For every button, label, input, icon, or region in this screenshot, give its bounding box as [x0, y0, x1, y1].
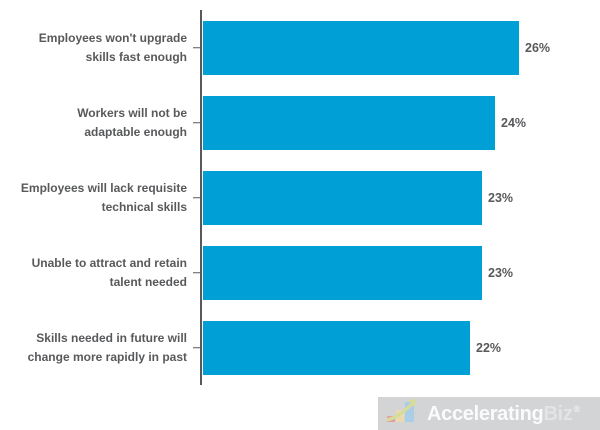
acceleratingbiz-logo: AcceleratingBiz® [378, 397, 600, 430]
bar-segment [203, 95, 495, 150]
bar-row: Unable to attract and retain talent need… [0, 235, 600, 310]
bar-row: Employees won't upgrade skills fast enou… [0, 10, 600, 85]
logo-wordmark: AcceleratingBiz® [427, 404, 580, 424]
value-label: 23% [488, 265, 514, 280]
bar-segment [203, 245, 482, 300]
registered-trademark-symbol: ® [573, 403, 581, 414]
category-label: Skills needed in future will change more… [27, 330, 187, 364]
logo-text-biz: Biz [543, 402, 573, 425]
axis-tick [193, 121, 200, 124]
value-label: 24% [501, 115, 527, 130]
axis-tick [193, 46, 200, 49]
value-label: 22% [476, 340, 502, 355]
bar-row: Workers will not be adaptable enough 24% [0, 85, 600, 160]
bar-row: Skills needed in future will change more… [0, 310, 600, 385]
bar-segment [203, 320, 470, 375]
bar-segment [203, 170, 482, 225]
y-axis-line [200, 10, 202, 385]
category-label: Employees won't upgrade skills fast enou… [38, 30, 187, 64]
category-label: Workers will not be adaptable enough [77, 105, 187, 139]
logo-text-accelerating: Accelerating [427, 402, 544, 425]
axis-tick [193, 346, 200, 349]
bar-segment [203, 20, 519, 75]
value-label: 23% [488, 190, 514, 205]
axis-tick [193, 196, 200, 199]
axis-tick [193, 271, 200, 274]
growth-chart-icon [384, 398, 422, 429]
category-label: Employees will lack requisite technical … [20, 180, 187, 214]
category-label: Unable to attract and retain talent need… [31, 255, 187, 289]
bar-row: Employees will lack requisite technical … [0, 160, 600, 235]
value-label: 26% [525, 40, 551, 55]
